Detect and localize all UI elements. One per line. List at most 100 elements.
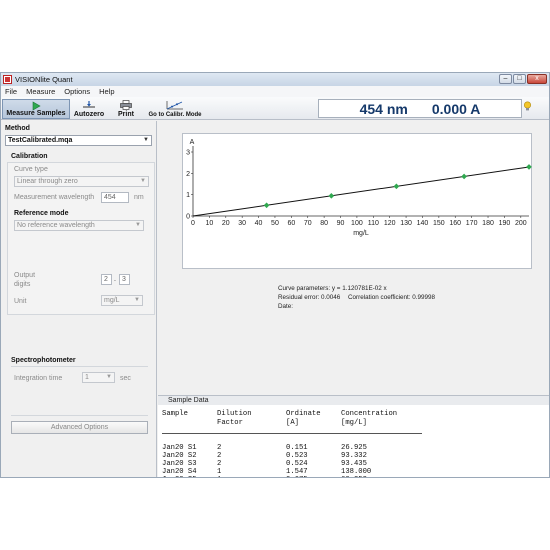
print-button[interactable]: Print bbox=[109, 99, 143, 119]
table-cell: 2 bbox=[217, 444, 222, 452]
table-header-cell: [A] bbox=[286, 419, 299, 427]
advanced-options-button[interactable]: Advanced Options bbox=[11, 421, 148, 434]
maximize-button[interactable]: □ bbox=[513, 74, 526, 84]
correlation-coefficient: Correlation coefficient: 0.99998 bbox=[348, 294, 436, 301]
menu-help[interactable]: Help bbox=[99, 87, 115, 96]
menu-bar: File Measure Options Help bbox=[1, 86, 549, 97]
x-tick-label: 100 bbox=[351, 220, 363, 227]
table-cell: 0.524 bbox=[286, 460, 308, 468]
spectrophotometer-label: Spectrophotometer bbox=[11, 357, 76, 364]
table-cell: Jan20 S3 bbox=[162, 460, 197, 468]
autozero-button[interactable]: Autozero bbox=[72, 99, 106, 119]
x-tick-label: 50 bbox=[271, 220, 279, 227]
measurement-readout: 454 nm 0.000 A bbox=[318, 99, 522, 118]
curve-type-label: Curve type bbox=[14, 166, 48, 173]
x-tick-label: 140 bbox=[417, 220, 429, 227]
chevron-down-icon: ▼ bbox=[106, 374, 112, 380]
go-to-calibr-mode-button[interactable]: Go to Calibr. Mode bbox=[146, 99, 204, 119]
table-cell: 60.253 bbox=[341, 476, 367, 477]
calibration-fit-line bbox=[192, 166, 530, 217]
unit-label: Unit bbox=[14, 298, 27, 305]
x-tick-label: 130 bbox=[400, 220, 412, 227]
integration-time-dropdown[interactable]: 1 ▼ bbox=[82, 372, 115, 383]
x-axis-label: mg/L bbox=[353, 230, 369, 237]
spectrophotometer-divider bbox=[11, 366, 148, 367]
chevron-down-icon: ▼ bbox=[135, 222, 141, 228]
calibration-chart-area: 0 10 20 30 40 50 60 70 80 90 100 110 120 130 140 150 160… bbox=[158, 121, 549, 391]
y-tick-label: 0 bbox=[186, 214, 190, 221]
table-cell: 0.675 bbox=[286, 476, 308, 477]
calibration-label: Calibration bbox=[11, 153, 48, 160]
table-cell: Jan20 S1 bbox=[162, 444, 197, 452]
curve-type-value: Linear through zero bbox=[17, 178, 78, 185]
advanced-divider bbox=[11, 415, 148, 416]
title-bar: VISIONlite Quant – □ x bbox=[1, 73, 549, 86]
play-icon bbox=[32, 101, 41, 111]
close-button[interactable]: x bbox=[527, 74, 547, 84]
sample-data-panel: Sample Data Sample Dilution Factor Ordinate… bbox=[158, 395, 549, 477]
x-tick-label: 20 bbox=[222, 220, 230, 227]
measure-samples-label: Measure Samples bbox=[6, 110, 66, 117]
calibration-chart: 0 10 20 30 40 50 60 70 80 90 100 110 120 130 140 150 160… bbox=[186, 139, 532, 237]
reference-mode-label: Reference mode bbox=[14, 210, 69, 217]
x-tick-label: 110 bbox=[368, 220, 379, 227]
reference-mode-dropdown[interactable]: No reference wavelength ▼ bbox=[14, 220, 144, 231]
table-cell: 0.523 bbox=[286, 452, 308, 460]
table-header-cell: Sample bbox=[162, 410, 188, 418]
x-tick-label: 90 bbox=[337, 220, 345, 227]
x-tick-label: 0 bbox=[191, 220, 195, 227]
x-tick-label: 30 bbox=[238, 220, 246, 227]
table-cell: 26.925 bbox=[341, 444, 367, 452]
unit-dropdown[interactable]: mg/L ▼ bbox=[101, 295, 143, 306]
measurement-wavelength-field[interactable]: 454 bbox=[101, 192, 129, 203]
table-cell: Jan20 S2 bbox=[162, 452, 197, 460]
method-value: TestCalibrated.mqa bbox=[8, 137, 73, 144]
method-label: Method bbox=[5, 125, 30, 132]
table-header-cell: Dilution bbox=[217, 410, 252, 418]
table-cell: 2 bbox=[217, 460, 222, 468]
table-cell: 138.000 bbox=[341, 468, 372, 476]
integration-time-label: Integration time bbox=[14, 375, 63, 382]
table-cell: 2 bbox=[217, 452, 222, 460]
menu-measure[interactable]: Measure bbox=[26, 87, 56, 96]
curve-type-dropdown[interactable]: Linear through zero ▼ bbox=[14, 176, 149, 187]
x-tick-label: 180 bbox=[482, 220, 494, 227]
x-tick-label: 40 bbox=[255, 220, 263, 227]
window-controls: – □ x bbox=[499, 74, 547, 84]
measure-samples-button[interactable]: Measure Samples bbox=[2, 99, 70, 119]
curve-parameters: Curve parameters: y = 1.120781E-02 x bbox=[278, 285, 387, 292]
calibration-point bbox=[461, 173, 467, 180]
lamp-status-icon bbox=[523, 101, 532, 111]
method-dropdown[interactable]: TestCalibrated.mqa ▼ bbox=[5, 135, 152, 146]
x-tick-label: 160 bbox=[449, 220, 461, 227]
chevron-down-icon: ▼ bbox=[134, 297, 140, 303]
wavelength-readout: 454 nm bbox=[359, 100, 408, 117]
calibration-group bbox=[7, 162, 155, 315]
x-tick-label: 190 bbox=[499, 220, 511, 227]
chevron-down-icon: ▼ bbox=[143, 137, 149, 143]
y-tick-label: 1 bbox=[186, 192, 190, 199]
print-label: Print bbox=[118, 111, 134, 118]
table-cell: Jan20 S5 bbox=[162, 476, 197, 477]
table-cell: 93.435 bbox=[341, 460, 367, 468]
x-tick-label: 150 bbox=[433, 220, 445, 227]
x-tick-label: 80 bbox=[320, 220, 328, 227]
menu-options[interactable]: Options bbox=[64, 87, 91, 96]
minimize-button[interactable]: – bbox=[499, 74, 512, 84]
menu-file[interactable]: File bbox=[5, 87, 18, 96]
digits-integer-field[interactable]: 2 bbox=[101, 274, 112, 285]
calibration-point bbox=[328, 192, 335, 199]
table-cell: Jan20 S4 bbox=[162, 468, 197, 476]
residual-error: Residual error: 0.0046 bbox=[278, 294, 341, 301]
y-tick-label: 3 bbox=[186, 150, 190, 157]
measurement-wavelength-label: Measurement wavelength bbox=[14, 194, 95, 201]
calibration-point bbox=[526, 164, 532, 170]
autozero-icon bbox=[83, 101, 95, 108]
table-cell: 93.332 bbox=[341, 452, 367, 460]
calibration-point bbox=[393, 183, 400, 190]
table-cell: 0.151 bbox=[286, 444, 308, 452]
digits-decimal-field[interactable]: 3 bbox=[119, 274, 130, 285]
table-cell: 1 bbox=[217, 476, 221, 477]
digits-separator: . bbox=[114, 276, 116, 283]
calibration-curve-icon bbox=[166, 101, 183, 110]
